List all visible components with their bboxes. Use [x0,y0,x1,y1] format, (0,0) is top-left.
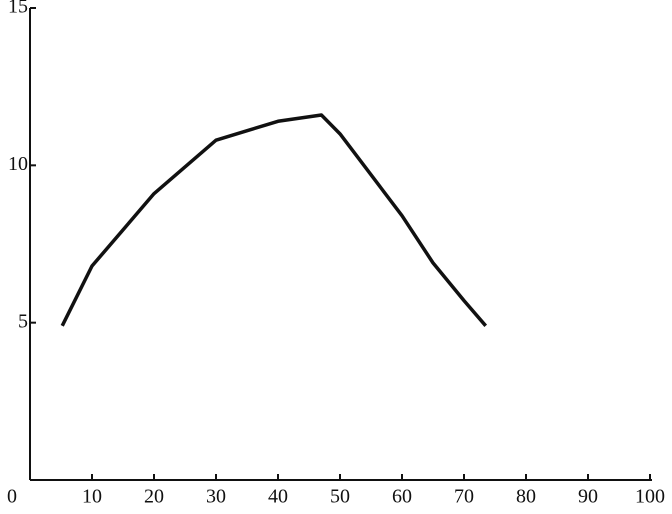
x-tick-label: 50 [330,486,350,508]
y-tick-label: 5 [18,310,28,332]
x-tick-label: 40 [268,486,288,508]
x-tick-label: 60 [392,486,412,508]
x-tick-label: 20 [144,486,164,508]
x-tick-label: 80 [516,486,536,508]
x-tick-label: 0 [7,486,17,508]
x-tick-label: 10 [82,486,102,508]
x-tick-label: 90 [578,486,598,508]
y-tick-label: 10 [8,153,28,175]
y-tick-label: 15 [8,0,28,18]
x-tick-label: 100 [635,486,665,508]
x-tick-label: 30 [206,486,226,508]
line [60,113,488,327]
x-tick-label: 70 [454,486,474,508]
